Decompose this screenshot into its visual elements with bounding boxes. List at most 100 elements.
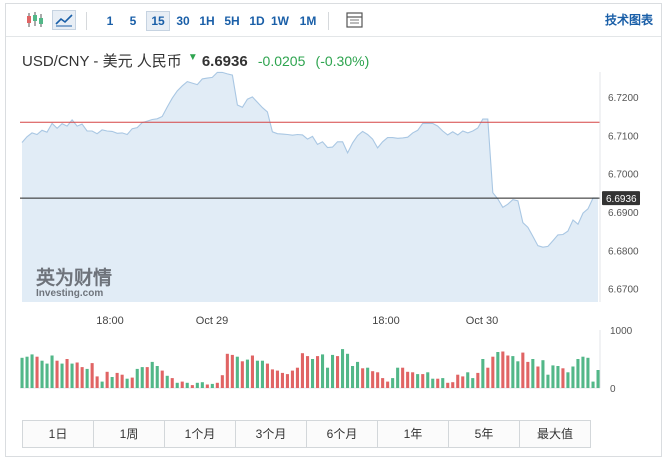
volume-bar [25, 356, 29, 388]
range-tab-0[interactable]: 1日 [23, 421, 94, 447]
volume-bar [270, 369, 274, 388]
range-tab-1[interactable]: 1周 [94, 421, 165, 447]
volume-bar [526, 361, 530, 388]
volume-bar [596, 370, 600, 388]
volume-bar [406, 371, 410, 388]
volume-bar [551, 365, 555, 388]
volume-bar [471, 378, 475, 388]
interval-button-30[interactable]: 30 [176, 14, 190, 28]
volume-bar [396, 367, 400, 388]
y-tick-label: 6.6900 [608, 208, 639, 219]
current-price-label: 6.6936 [606, 194, 637, 205]
y-tick-label: 6.7200 [608, 93, 639, 104]
range-tab-4[interactable]: 6个月 [307, 421, 378, 447]
volume-bar [75, 362, 79, 388]
interval-button-5h[interactable]: 5H [224, 14, 240, 28]
technical-chart-link[interactable]: 技术图表 [604, 13, 653, 27]
volume-bar [120, 374, 124, 388]
price-line [21, 71, 598, 248]
volume-y-tick-label: 1000 [610, 326, 633, 337]
volume-bar [150, 361, 154, 388]
volume-bar [95, 376, 99, 388]
volume-bar [591, 381, 595, 388]
volume-bar [285, 374, 289, 388]
line-chart-icon[interactable] [52, 10, 76, 30]
volume-bar [461, 376, 465, 388]
volume-bar [145, 367, 149, 388]
volume-bar [351, 366, 355, 388]
volume-bar [35, 356, 39, 388]
volume-bar [265, 363, 269, 388]
volume-bar [235, 356, 239, 388]
interval-button-15[interactable]: 15 [146, 11, 170, 31]
range-tab-6[interactable]: 5年 [449, 421, 520, 447]
volume-bar [521, 352, 525, 388]
x-tick-label: 18:00 [372, 315, 400, 327]
volume-bar [240, 361, 244, 388]
y-tick-label: 6.6800 [608, 246, 639, 257]
watermark-cn: 英为财情 [36, 266, 112, 289]
volume-bar [185, 382, 189, 388]
volume-bar [200, 382, 204, 388]
volume-bar [376, 372, 380, 388]
interval-button-1w[interactable]: 1W [271, 14, 289, 28]
y-tick-label: 6.7000 [608, 170, 639, 181]
volume-bar [135, 368, 139, 388]
volume-bar [40, 360, 44, 388]
volume-bar [55, 360, 59, 388]
volume-bar [586, 357, 590, 388]
volume-bar [85, 368, 89, 388]
volume-bar [366, 367, 370, 388]
volume-bar [556, 366, 560, 388]
x-tick-label: Oct 29 [196, 315, 228, 327]
interval-button-1m[interactable]: 1M [299, 14, 317, 28]
volume-bar [386, 381, 390, 388]
volume-bar [466, 372, 470, 388]
volume-bar [80, 367, 84, 388]
range-tab-2[interactable]: 1个月 [165, 421, 236, 447]
volume-bar [576, 359, 580, 388]
volume-bar [50, 355, 54, 388]
candlestick-icon[interactable] [24, 10, 46, 30]
table-icon[interactable] [344, 10, 366, 30]
interval-button-1[interactable]: 1 [106, 14, 114, 28]
volume-bar [361, 368, 365, 388]
volume-bar [210, 383, 214, 388]
volume-bar [481, 359, 485, 388]
volume-bar [255, 360, 259, 388]
volume-bar [571, 366, 575, 388]
price-chart[interactable]: 6.7200 6.7100 6.7000 6.6900 6.6800 6.6700 6.69… [6, 4, 661, 414]
volume-bar [451, 382, 455, 388]
interval-button-5[interactable]: 5 [129, 14, 137, 28]
interval-button-1h[interactable]: 1H [199, 14, 215, 28]
range-tab-3[interactable]: 3个月 [236, 421, 307, 447]
volume-bar [331, 354, 335, 388]
volume-bar [476, 372, 480, 388]
volume-y-tick-label: 0 [610, 384, 616, 395]
range-tab-5[interactable]: 1年 [378, 421, 449, 447]
volume-bar [20, 357, 24, 388]
volume-bar [501, 351, 505, 388]
volume-bar [341, 349, 345, 388]
x-tick-label: 18:00 [96, 315, 124, 327]
volume-bar [531, 359, 535, 388]
volume-bar [155, 366, 159, 388]
volume-bar [130, 377, 134, 388]
range-tab-7[interactable]: 最大值 [520, 421, 590, 447]
volume-bar [311, 359, 315, 388]
interval-button-1d[interactable]: 1D [249, 14, 265, 28]
volume-bar [426, 372, 430, 388]
volume-bar [536, 366, 540, 388]
volume-bar [381, 378, 385, 388]
volume-bar [491, 356, 495, 388]
volume-bar [441, 378, 445, 388]
volume-bar [110, 377, 114, 388]
volume-bar [175, 382, 179, 388]
down-arrow-icon: ▼ [187, 52, 198, 63]
volume-bar [336, 356, 340, 388]
volume-bar [205, 384, 209, 388]
volume-bar [561, 368, 565, 388]
volume-bar [30, 354, 34, 388]
volume-bar [321, 354, 325, 388]
volume-bar [250, 355, 254, 388]
